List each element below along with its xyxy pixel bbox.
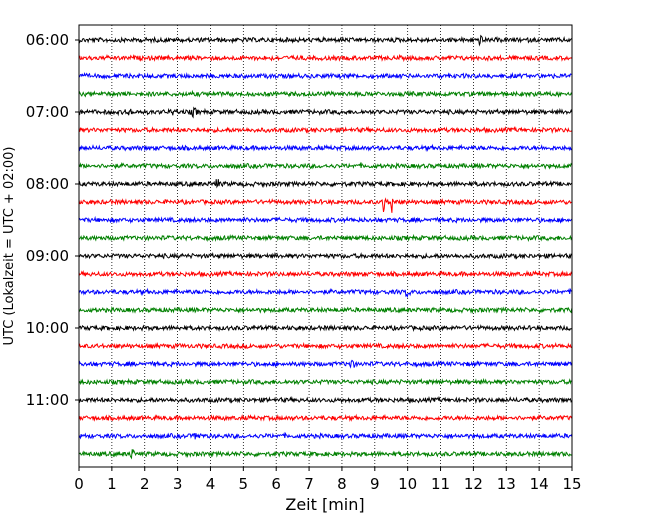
x-tick-label: 3 — [173, 475, 183, 493]
trace-line-0845 — [79, 233, 573, 242]
x-tick-label: 2 — [140, 475, 150, 493]
trace-line-1145 — [78, 449, 573, 460]
y-tick-label: 10:00 — [26, 319, 69, 337]
x-tick-label: 8 — [337, 475, 347, 493]
trace-line-0915 — [78, 269, 573, 279]
x-tick-label: 7 — [304, 475, 314, 493]
y-axis-ticks: 06:00 07:00 08:00 09:00 10:00 11:00 — [26, 31, 79, 409]
trace-line-1045 — [78, 377, 572, 386]
x-tick-label: 5 — [239, 475, 249, 493]
x-tick-label: 9 — [370, 475, 380, 493]
x-tick-label: 15 — [562, 475, 581, 493]
trace-line-0945 — [79, 305, 573, 314]
seismogram-traces — [78, 34, 573, 460]
trace-line-0800 — [78, 179, 573, 189]
x-tick-label: 1 — [107, 475, 117, 493]
trace-line-0630 — [78, 71, 572, 81]
trace-line-0815 — [78, 197, 572, 213]
y-tick-label: 09:00 — [26, 247, 69, 265]
x-axis-label: Zeit [min] — [285, 495, 364, 514]
trace-line-0645 — [78, 89, 573, 99]
y-tick-label: 08:00 — [26, 175, 69, 193]
plot-frame — [78, 24, 573, 468]
x-tick-label: 6 — [271, 475, 281, 493]
trace-line-0600 — [78, 34, 573, 47]
trace-line-0730 — [78, 143, 573, 152]
trace-line-1030 — [78, 359, 573, 369]
trace-line-1015 — [78, 341, 572, 351]
x-tick-label: 0 — [74, 475, 84, 493]
trace-line-0900 — [78, 251, 573, 260]
x-axis-ticks: 0 1 2 3 4 5 6 7 8 9 10 11 12 13 14 15 — [74, 467, 582, 493]
trace-line-0930 — [78, 287, 572, 299]
x-tick-label: 11 — [431, 475, 450, 493]
y-tick-label: 06:00 — [26, 31, 69, 49]
y-tick-label: 07:00 — [26, 103, 69, 121]
y-axis-label: UTC (Lokalzeit = UTC + 02:00) — [2, 147, 17, 346]
trace-line-0615 — [78, 53, 573, 63]
trace-line-1000 — [78, 324, 573, 333]
trace-line-1100 — [78, 395, 573, 405]
trace-line-0715 — [78, 125, 573, 135]
x-tick-label: 12 — [464, 475, 483, 493]
trace-line-0830 — [78, 215, 573, 225]
x-tick-label: 14 — [530, 475, 549, 493]
y-tick-label: 11:00 — [26, 391, 69, 409]
x-tick-label: 10 — [398, 475, 417, 493]
x-tick-label: 4 — [206, 475, 216, 493]
trace-line-1130 — [78, 431, 573, 440]
x-tick-label: 13 — [497, 475, 516, 493]
trace-line-0700 — [78, 106, 573, 119]
trace-line-1115 — [78, 413, 573, 422]
trace-line-0745 — [78, 161, 573, 170]
